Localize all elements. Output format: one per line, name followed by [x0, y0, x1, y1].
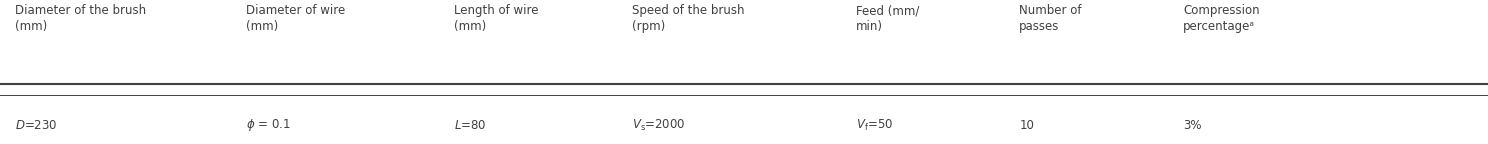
Text: Diameter of the brush
(mm): Diameter of the brush (mm)	[15, 4, 146, 33]
Text: $D$=230: $D$=230	[15, 119, 58, 132]
Text: 10: 10	[1019, 119, 1034, 132]
Text: Length of wire
(mm): Length of wire (mm)	[454, 4, 539, 33]
Text: $V_{\rm s}$=2000: $V_{\rm s}$=2000	[632, 118, 686, 133]
Text: Speed of the brush
(rpm): Speed of the brush (rpm)	[632, 4, 745, 33]
Text: 3%: 3%	[1183, 119, 1201, 132]
Text: Compression
percentageᵃ: Compression percentageᵃ	[1183, 4, 1259, 33]
Text: Diameter of wire
(mm): Diameter of wire (mm)	[246, 4, 345, 33]
Text: $L$=80: $L$=80	[454, 119, 487, 132]
Text: Number of
passes: Number of passes	[1019, 4, 1082, 33]
Text: Feed (mm/
min): Feed (mm/ min)	[856, 4, 920, 33]
Text: $V_{\rm f}$=50: $V_{\rm f}$=50	[856, 118, 893, 133]
Text: $\phi$ = 0.1: $\phi$ = 0.1	[246, 117, 290, 133]
